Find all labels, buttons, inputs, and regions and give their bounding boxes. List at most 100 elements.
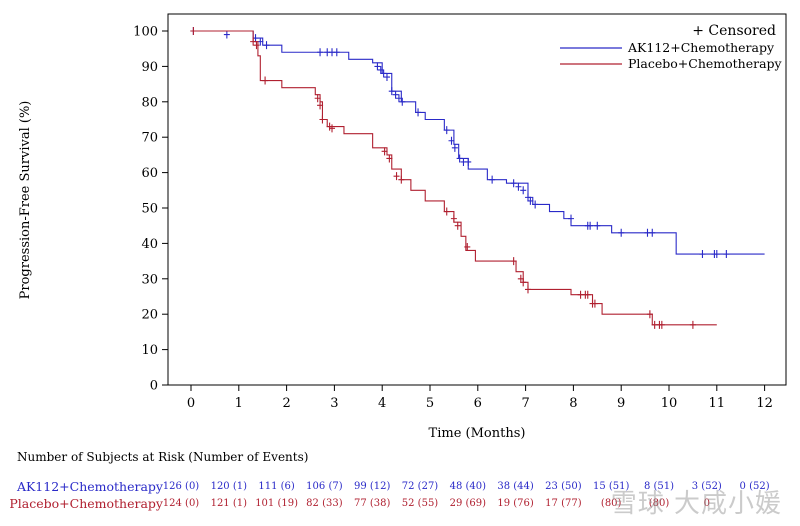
- censor-mark-ak112: [568, 214, 575, 223]
- x-tick-label: 4: [378, 396, 386, 411]
- censor-mark-ak112: [527, 196, 534, 205]
- x-axis-label: Time (Months): [429, 426, 526, 441]
- censor-mark-ak112: [377, 65, 384, 74]
- censor-mark-ak112: [317, 48, 324, 57]
- risk-cell: 19 (76): [497, 498, 534, 509]
- risk-cell: 111 (6): [258, 481, 295, 492]
- censor-mark-ak112: [618, 228, 625, 237]
- y-tick-label: 60: [141, 166, 158, 181]
- x-tick-label: 2: [282, 396, 290, 411]
- censor-mark-ak112: [263, 41, 270, 50]
- censor-mark-ak112: [374, 62, 381, 71]
- censor-mark-ak112: [520, 186, 527, 195]
- censor-mark-placebo: [454, 221, 461, 230]
- censor-mark-ak112: [456, 154, 463, 163]
- censor-mark-placebo: [253, 41, 260, 50]
- x-tick-label: 8: [569, 396, 577, 411]
- censor-mark-placebo: [591, 299, 598, 308]
- x-tick-label: 6: [474, 396, 482, 411]
- legend-label-ak112: AK112+Chemotherapy: [627, 40, 775, 55]
- x-tick-label: 3: [330, 396, 338, 411]
- x-tick-label: 0: [187, 396, 195, 411]
- censor-mark-ak112: [451, 143, 458, 152]
- censor-mark-placebo: [443, 207, 450, 216]
- x-tick-label: 12: [756, 396, 773, 411]
- censor-mark-placebo: [314, 94, 321, 103]
- risk-cell: (80): [648, 498, 670, 509]
- risk-cell: 120 (1): [210, 481, 248, 492]
- legend-label-placebo: Placebo+Chemotherapy: [628, 56, 783, 71]
- censor-mark-ak112: [388, 87, 395, 96]
- y-tick-label: 100: [133, 25, 158, 40]
- risk-cell: 48 (40): [449, 481, 487, 492]
- censor-mark-ak112: [399, 97, 406, 106]
- censor-mark-placebo: [250, 37, 257, 46]
- censor-mark-placebo: [319, 115, 326, 124]
- x-tick-label: 10: [661, 396, 678, 411]
- censor-mark-placebo: [393, 172, 400, 181]
- risk-cell: 124 (0): [162, 498, 200, 509]
- censor-mark-ak112: [465, 157, 472, 166]
- censor-mark-ak112: [448, 136, 455, 145]
- censor-mark-placebo: [646, 310, 653, 319]
- risk-cell: 99 (12): [353, 481, 391, 492]
- x-tick-label: 9: [617, 396, 625, 411]
- y-tick-label: 10: [141, 343, 158, 358]
- y-tick-label: 50: [141, 202, 158, 217]
- censor-mark-ak112: [395, 94, 402, 103]
- risk-cell: 106 (7): [306, 481, 343, 492]
- risk-cell: 29 (69): [449, 498, 487, 509]
- censor-mark-placebo: [520, 278, 527, 287]
- risk-cell: 0: [703, 498, 710, 509]
- censor-mark-ak112: [699, 250, 706, 259]
- y-tick-label: 90: [141, 60, 158, 75]
- risk-cell: 82 (33): [306, 498, 343, 509]
- risk-table-title: Number of Subjects at Risk (Number of Ev…: [17, 450, 309, 464]
- censor-mark-placebo: [584, 290, 591, 299]
- x-tick-label: 11: [709, 396, 726, 411]
- censor-mark-ak112: [380, 69, 387, 78]
- censor-mark-ak112: [515, 182, 522, 191]
- censor-mark-ak112: [223, 30, 230, 39]
- risk-row-label: Placebo+Chemotherapy: [9, 496, 163, 511]
- risk-cell: 0 (52): [739, 481, 770, 492]
- chart-legend: + Censored AK112+Chemotherapy Placebo+Ch…: [560, 23, 783, 71]
- censor-mark-placebo: [329, 124, 336, 133]
- risk-cell: (80): [600, 498, 622, 509]
- y-axis-label: Progression-Free Survival (%): [18, 101, 33, 300]
- risk-cell: 52 (55): [401, 498, 439, 509]
- risk-row-label: AK112+Chemotherapy: [16, 479, 163, 494]
- censor-mark-ak112: [415, 108, 422, 117]
- y-tick-label: 0: [150, 379, 158, 394]
- censor-mark-ak112: [649, 228, 656, 237]
- y-tick-label: 30: [141, 272, 158, 287]
- censor-mark-ak112: [532, 200, 539, 209]
- risk-cell: 72 (27): [401, 481, 439, 492]
- x-tick-label: 1: [235, 396, 243, 411]
- x-tick-label: 7: [521, 396, 529, 411]
- censor-mark-placebo: [190, 27, 197, 35]
- censor-mark-placebo: [317, 101, 324, 110]
- plot-frame: [167, 13, 787, 386]
- censor-mark-placebo: [262, 76, 269, 85]
- censor-mark-placebo: [464, 242, 471, 251]
- risk-cell: 17 (77): [545, 498, 582, 509]
- censor-mark-placebo: [386, 154, 393, 163]
- censor-mark-ak112: [713, 250, 720, 259]
- km-curve-ak112: [191, 30, 765, 255]
- risk-cell: 23 (50): [545, 481, 582, 492]
- censor-mark-ak112: [594, 221, 601, 230]
- censor-mark-ak112: [489, 175, 496, 184]
- censor-mark-ak112: [587, 221, 594, 230]
- risk-cell: 121 (1): [210, 498, 248, 509]
- x-tick-label: 5: [426, 396, 434, 411]
- censor-mark-placebo: [510, 257, 517, 266]
- risk-cell: 126 (0): [162, 481, 200, 492]
- risk-cell: 77 (38): [353, 498, 391, 509]
- risk-cell: 3 (52): [691, 481, 722, 492]
- chart-series: [190, 27, 765, 329]
- risk-cell: 38 (44): [497, 481, 534, 492]
- watermark: 雪球 大咸小媛: [610, 489, 782, 519]
